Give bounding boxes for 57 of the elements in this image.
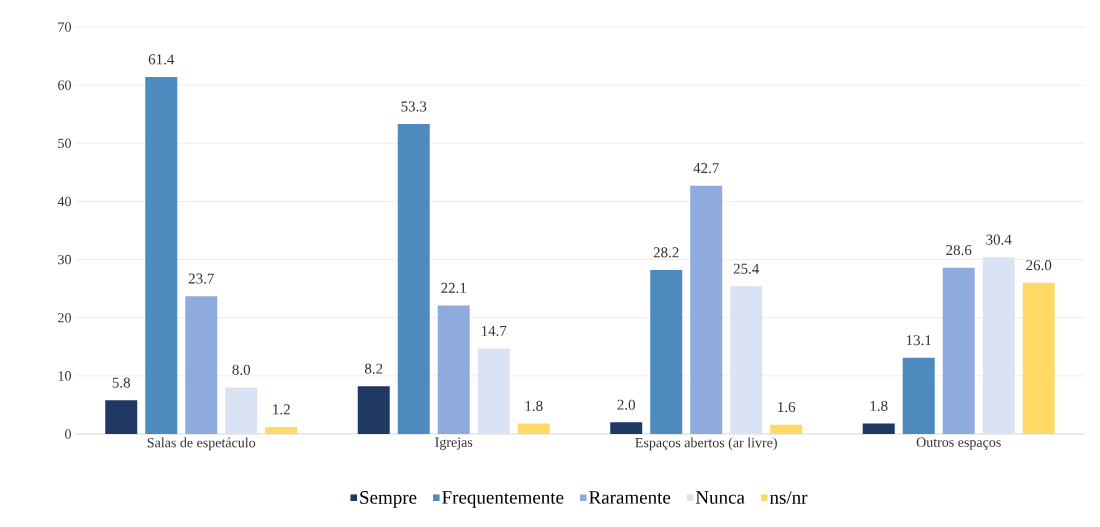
bar bbox=[730, 286, 763, 434]
legend-label: Raramente bbox=[589, 491, 671, 504]
data-label: 42.7 bbox=[693, 163, 719, 174]
bar bbox=[437, 305, 470, 434]
data-label: 30.4 bbox=[986, 234, 1012, 245]
bar bbox=[265, 427, 298, 434]
data-label: 1.8 bbox=[525, 400, 543, 411]
bar bbox=[770, 424, 803, 434]
data-label: 5.8 bbox=[112, 377, 131, 388]
y-tick-label: 10 bbox=[58, 371, 71, 381]
data-label: 26.0 bbox=[1026, 260, 1052, 271]
bar bbox=[477, 348, 510, 434]
bar bbox=[185, 296, 218, 434]
bar bbox=[982, 257, 1015, 434]
y-tick-label: 40 bbox=[57, 196, 71, 207]
data-label: 1.6 bbox=[778, 402, 796, 413]
bar bbox=[517, 423, 550, 434]
bar bbox=[610, 422, 643, 434]
bar bbox=[862, 423, 895, 434]
y-tick-label: 50 bbox=[58, 138, 71, 149]
bar bbox=[902, 357, 935, 434]
data-label: 1.8 bbox=[870, 400, 888, 411]
data-label: 28.2 bbox=[653, 247, 679, 258]
x-tick-label: Outros espaços bbox=[916, 437, 1001, 450]
x-tick-label: Igrejas bbox=[435, 437, 473, 450]
data-label: 61.4 bbox=[148, 54, 175, 65]
y-tick-label: 60 bbox=[58, 80, 71, 90]
legend-label: Frequentemente bbox=[442, 491, 564, 508]
data-label: 22.1 bbox=[441, 282, 466, 293]
data-label: 23.7 bbox=[188, 273, 214, 284]
data-label: 25.4 bbox=[733, 263, 760, 274]
data-label: 8.0 bbox=[232, 364, 251, 375]
data-label: 13.1 bbox=[906, 335, 931, 346]
x-tick-label: Espaços abertos (ar livre) bbox=[635, 437, 777, 451]
x-tick-label: Salas de espetáculo bbox=[147, 437, 256, 451]
bar bbox=[942, 267, 975, 434]
data-label: 14.7 bbox=[481, 325, 507, 336]
y-tick-label: 0 bbox=[65, 429, 71, 439]
data-label: 28.6 bbox=[946, 244, 972, 256]
data-label: 1.2 bbox=[273, 404, 290, 415]
bar bbox=[650, 270, 683, 434]
bar bbox=[397, 124, 430, 434]
data-label: 2.0 bbox=[617, 399, 636, 410]
legend-label: Sempre bbox=[360, 491, 417, 508]
bar bbox=[105, 400, 138, 434]
data-label: 8.2 bbox=[364, 363, 383, 374]
y-tick-label: 20 bbox=[58, 312, 71, 323]
bar bbox=[1022, 282, 1055, 434]
bar bbox=[357, 386, 390, 434]
y-tick-label: 70 bbox=[58, 22, 71, 32]
legend-label: Nunca bbox=[695, 491, 745, 504]
bar bbox=[690, 185, 723, 434]
data-label: 53.3 bbox=[401, 101, 427, 112]
bar bbox=[225, 387, 258, 434]
y-tick-label: 30 bbox=[58, 254, 71, 265]
bar bbox=[145, 77, 178, 434]
legend-label: ns/nr bbox=[769, 491, 808, 504]
